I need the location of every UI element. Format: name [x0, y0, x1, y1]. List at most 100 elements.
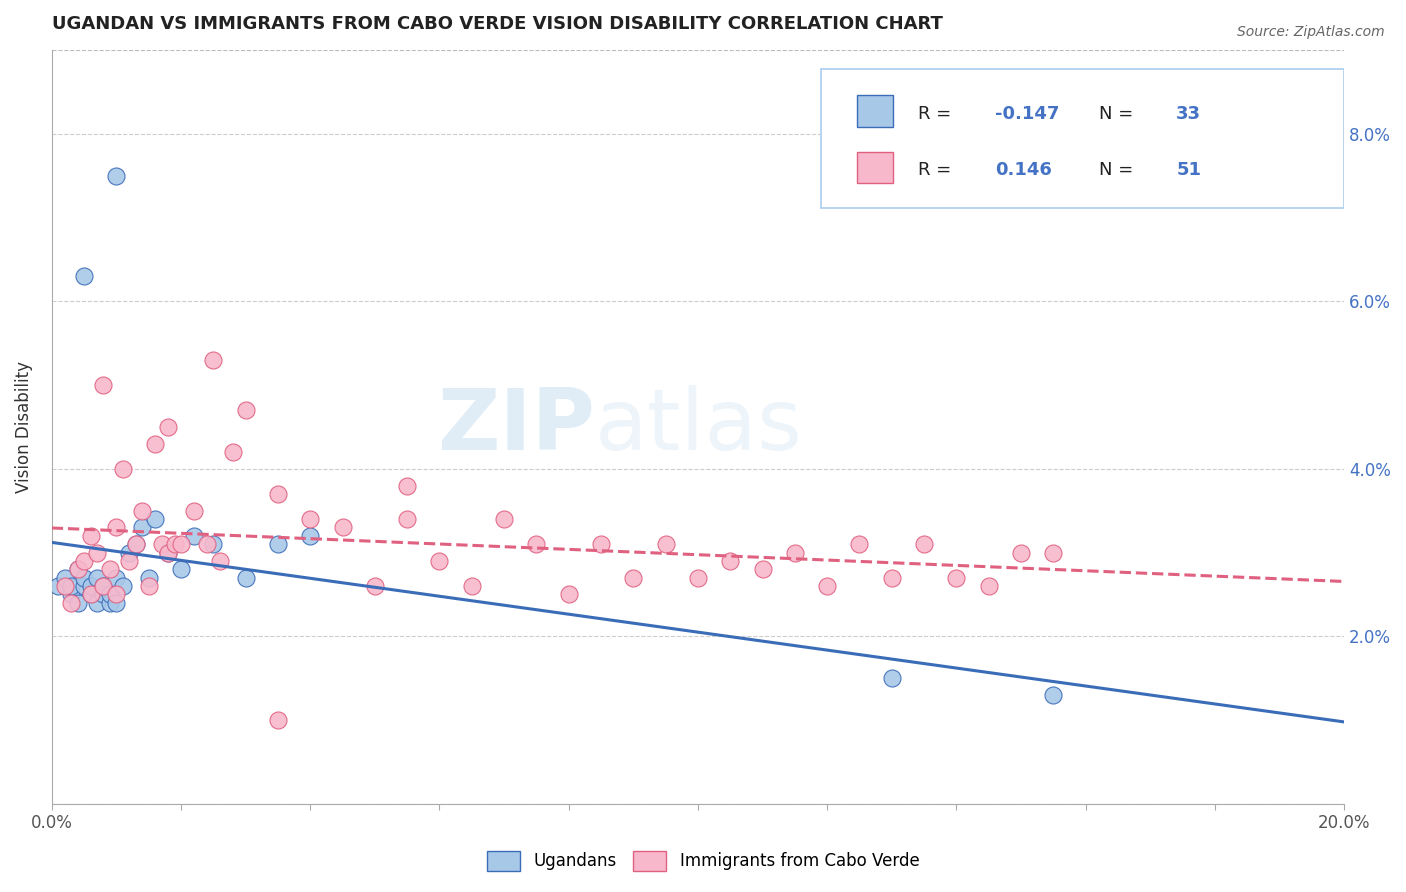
Point: [1042, 546, 1064, 560]
Point: [86, 546, 108, 560]
Point: [66, 562, 89, 576]
Point: [93, 579, 115, 593]
Legend: Ugandans, Immigrants from Cabo Verde: Ugandans, Immigrants from Cabo Verde: [478, 842, 928, 880]
Text: 0.146: 0.146: [995, 161, 1052, 179]
Point: [208, 554, 231, 568]
Point: [235, 571, 257, 585]
Point: [299, 529, 322, 543]
Point: [183, 529, 205, 543]
Point: [138, 571, 160, 585]
Text: Source: ZipAtlas.com: Source: ZipAtlas.com: [1237, 25, 1385, 39]
Point: [461, 579, 484, 593]
Point: [131, 520, 153, 534]
Point: [235, 403, 257, 417]
Text: ZIP: ZIP: [437, 385, 595, 468]
Text: N =: N =: [1098, 161, 1133, 179]
Point: [66, 596, 89, 610]
Point: [157, 546, 180, 560]
Point: [880, 671, 903, 685]
Point: [815, 579, 838, 593]
Point: [202, 352, 225, 367]
Point: [60, 579, 83, 593]
Point: [221, 445, 243, 459]
Point: [60, 587, 83, 601]
Point: [118, 554, 141, 568]
Point: [848, 537, 870, 551]
Point: [86, 571, 108, 585]
Point: [125, 537, 148, 551]
Point: [195, 537, 218, 551]
Point: [125, 537, 148, 551]
Point: [157, 420, 180, 434]
Point: [60, 596, 83, 610]
Point: [105, 520, 128, 534]
Point: [267, 487, 290, 501]
Point: [98, 587, 121, 601]
Point: [111, 579, 134, 593]
Point: [267, 537, 290, 551]
Text: 51: 51: [1177, 161, 1201, 179]
FancyBboxPatch shape: [821, 69, 1344, 208]
Point: [150, 537, 173, 551]
Point: [93, 378, 115, 392]
Point: [105, 571, 128, 585]
Point: [79, 587, 101, 601]
Text: N =: N =: [1098, 105, 1133, 123]
Point: [73, 269, 96, 284]
Point: [686, 571, 709, 585]
Point: [53, 579, 76, 593]
Point: [557, 587, 579, 601]
Point: [1042, 688, 1064, 702]
Point: [880, 571, 903, 585]
Point: [751, 562, 773, 576]
Text: R =: R =: [918, 105, 950, 123]
Point: [98, 562, 121, 576]
Point: [93, 579, 115, 593]
Point: [105, 587, 128, 601]
Point: [131, 504, 153, 518]
Point: [526, 537, 548, 551]
FancyBboxPatch shape: [856, 152, 893, 184]
Point: [93, 587, 115, 601]
Point: [170, 537, 193, 551]
Point: [299, 512, 322, 526]
Point: [621, 571, 644, 585]
Point: [105, 596, 128, 610]
Point: [589, 537, 612, 551]
Text: 33: 33: [1177, 105, 1201, 123]
Point: [494, 512, 516, 526]
Point: [73, 554, 96, 568]
Point: [79, 529, 101, 543]
Point: [66, 562, 89, 576]
Point: [73, 571, 96, 585]
Point: [396, 512, 419, 526]
Point: [143, 512, 166, 526]
Point: [783, 546, 806, 560]
Point: [429, 554, 451, 568]
Text: R =: R =: [918, 161, 950, 179]
Point: [396, 478, 419, 492]
Point: [170, 562, 193, 576]
Point: [46, 579, 69, 593]
Point: [977, 579, 1000, 593]
Point: [98, 596, 121, 610]
Text: -0.147: -0.147: [995, 105, 1060, 123]
Point: [79, 587, 101, 601]
Point: [118, 546, 141, 560]
Point: [654, 537, 676, 551]
Point: [945, 571, 967, 585]
Point: [105, 169, 128, 183]
Point: [53, 571, 76, 585]
Text: UGANDAN VS IMMIGRANTS FROM CABO VERDE VISION DISABILITY CORRELATION CHART: UGANDAN VS IMMIGRANTS FROM CABO VERDE VI…: [52, 15, 942, 33]
Text: atlas: atlas: [595, 385, 803, 468]
Y-axis label: Vision Disability: Vision Disability: [15, 361, 32, 493]
Point: [86, 596, 108, 610]
Point: [163, 537, 186, 551]
Point: [1010, 546, 1032, 560]
Point: [79, 579, 101, 593]
Point: [202, 537, 225, 551]
Point: [73, 579, 96, 593]
Point: [718, 554, 741, 568]
Point: [143, 436, 166, 450]
Point: [912, 537, 935, 551]
